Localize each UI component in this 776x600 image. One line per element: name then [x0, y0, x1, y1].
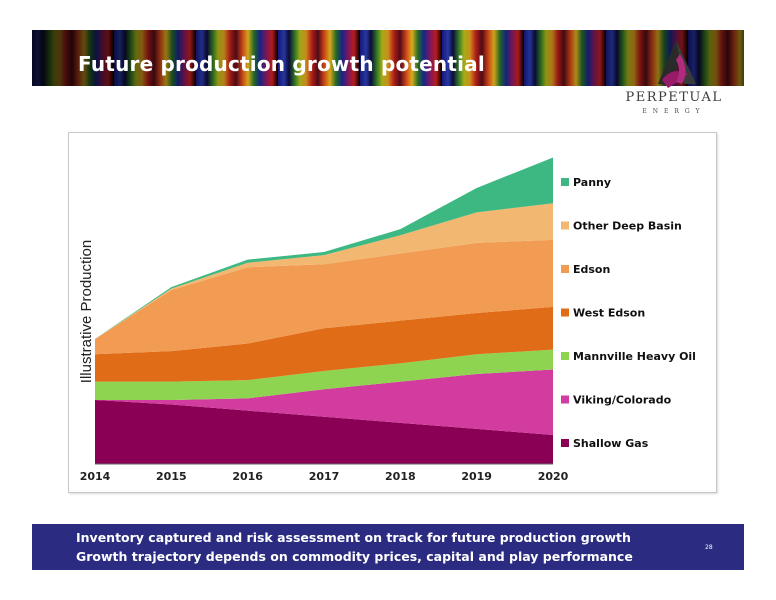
production-area-chart: Illustrative Production 2014 2015 2016 2017 2…: [78, 157, 696, 483]
legend-label-other-deep-basin: Other Deep Basin: [573, 220, 682, 233]
area-shallow-gas: [95, 399, 553, 464]
footer-statement-1: Inventory captured and risk assessment o…: [76, 530, 631, 545]
x-tick-label: 2018: [385, 470, 416, 483]
area-edson: [95, 239, 553, 355]
legend-swatch-viking-colorado: [561, 395, 569, 404]
legend-label-panny: Panny: [573, 176, 611, 189]
logo-wordmark: PERPETUAL: [625, 90, 723, 105]
x-tick-label: 2019: [461, 470, 492, 483]
x-tick-label: 2014: [80, 470, 111, 483]
area-west-edson: [95, 306, 553, 382]
area-mannville-heavy-oil: [95, 349, 553, 400]
chart-container: Illustrative Production 2014 2015 2016 2017 2…: [68, 132, 717, 493]
legend-swatch-edson: [561, 265, 569, 273]
footer-banner: [32, 524, 744, 570]
area-other-deep-basin: [95, 203, 553, 339]
perpetual-logo-mark: [658, 40, 696, 88]
legend-swatch-other-deep-basin: [561, 221, 569, 230]
legend-label-edson: Edson: [573, 263, 610, 276]
x-tick-label: 2015: [156, 470, 187, 483]
page-number: 28: [705, 544, 713, 551]
y-axis-label: Illustrative Production: [78, 240, 95, 383]
legend-label-west-edson: West Edson: [573, 307, 645, 320]
x-tick-label: 2020: [538, 470, 569, 483]
area-viking-colorado: [95, 369, 553, 436]
footer-statement-2: Growth trajectory depends on commodity p…: [76, 549, 633, 564]
legend-swatch-mannville-heavy-oil: [561, 352, 569, 360]
header-banner: [32, 30, 744, 86]
legend-swatch-shallow-gas: [561, 439, 569, 447]
legend-label-shallow-gas: Shallow Gas: [573, 437, 649, 450]
legend-swatch-west-edson: [561, 308, 569, 317]
legend-label-viking-colorado: Viking/Colorado: [573, 394, 672, 407]
x-tick-label: 2016: [232, 470, 263, 483]
legend-label-mannville-heavy-oil: Mannville Heavy Oil: [573, 350, 696, 363]
page-title: Future production growth potential: [78, 52, 485, 76]
logo-subtitle: ENERGY: [642, 108, 706, 115]
x-tick-label: 2017: [309, 470, 340, 483]
legend-swatch-panny: [561, 178, 569, 186]
